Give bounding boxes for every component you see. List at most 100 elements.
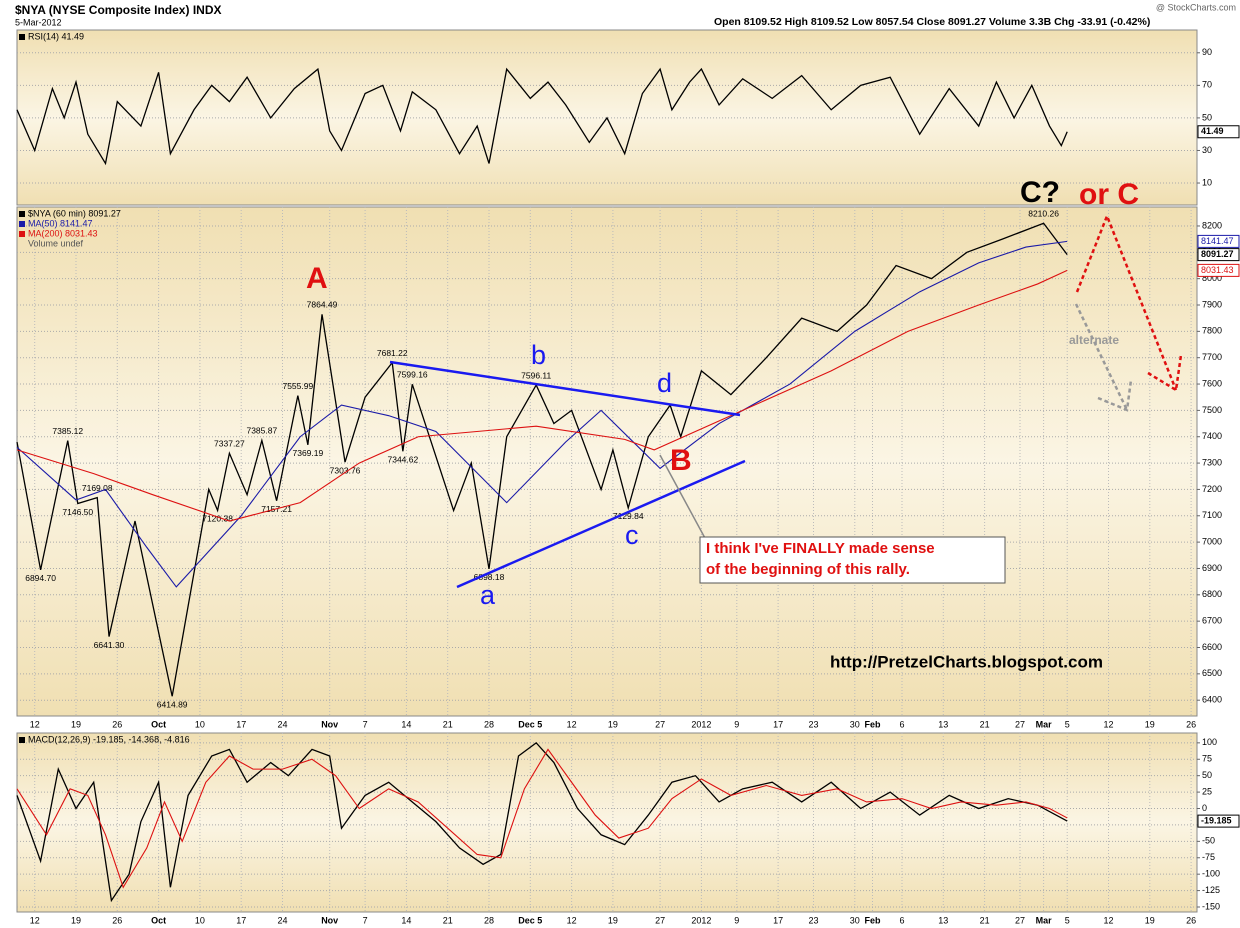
legend-entry: MA(200) 8031.43 (28, 228, 98, 238)
y-tick-label: 7800 (1202, 326, 1222, 336)
y-tick-label: 6500 (1202, 668, 1222, 678)
legend-entry: $NYA (60 min) 8091.27 (28, 208, 121, 218)
y-tick-label: 6900 (1202, 563, 1222, 573)
y-tick-label: 7200 (1202, 484, 1222, 494)
x-tick-label: 23 (808, 915, 818, 925)
value-label: 7385.87 (246, 426, 277, 436)
y-tick-label: 90 (1202, 47, 1212, 57)
series-line (16, 240, 1068, 588)
value-label: 7864.49 (307, 300, 338, 310)
x-tick-label: 26 (1186, 915, 1196, 925)
x-tick-label: Dec 5 (518, 719, 542, 729)
y-tick-label: -100 (1202, 869, 1220, 879)
comment-box (699, 536, 1006, 584)
x-tick-label: 13 (938, 719, 948, 729)
value-tag: 8141.47 (1201, 236, 1234, 246)
y-tick-label: 7700 (1202, 352, 1222, 362)
y-tick-label: 8200 (1202, 220, 1222, 230)
source: @ StockCharts.com (1156, 2, 1236, 12)
legend-swatch (19, 211, 25, 217)
x-tick-label: 27 (1015, 719, 1025, 729)
y-tick-label: 7600 (1202, 378, 1222, 388)
legend-swatch (19, 221, 25, 227)
y-tick-label: 8000 (1202, 273, 1222, 283)
value-label: 7681.22 (377, 348, 408, 358)
x-tick-label: Oct (151, 915, 166, 925)
x-tick-label: Feb (864, 915, 881, 925)
y-tick-label: 10 (1202, 177, 1212, 187)
x-tick-label: Nov (321, 915, 338, 925)
series-line (16, 269, 1068, 522)
y-tick-label: 7400 (1202, 431, 1222, 441)
panel (16, 206, 1198, 717)
y-tick-label: 75 (1202, 754, 1212, 764)
x-tick-label: Feb (864, 719, 881, 729)
value-tag: -19.185 (1201, 815, 1232, 825)
value-tag-box (1197, 248, 1240, 262)
wave-label: b (531, 340, 546, 370)
x-tick-label: 30 (850, 719, 860, 729)
x-tick-label: 26 (1186, 719, 1196, 729)
x-tick-label: 17 (236, 719, 246, 729)
y-tick-label: 100 (1202, 737, 1217, 747)
value-tag: 8031.43 (1201, 265, 1234, 275)
red-path (1075, 212, 1178, 391)
value-label: 7369.19 (293, 448, 324, 458)
x-tick-label: Oct (151, 719, 166, 729)
x-tick-label: 9 (734, 915, 739, 925)
wave-label: B (670, 444, 692, 477)
trend-lines (389, 212, 1183, 589)
legend-swatch (19, 231, 25, 237)
trend-line (456, 459, 746, 589)
y-tick-label: 7500 (1202, 405, 1222, 415)
y-tick-label: 25 (1202, 786, 1212, 796)
quote: Open 8109.52 High 8109.52 Low 8057.54 Cl… (714, 16, 1150, 28)
y-tick-label: -150 (1202, 901, 1220, 911)
x-tick-label: 19 (1145, 915, 1155, 925)
x-tick-label: 23 (808, 719, 818, 729)
x-tick-label: 12 (30, 915, 40, 925)
panel (16, 732, 1198, 913)
url: http://PretzelCharts.blogspot.com (830, 652, 1103, 671)
legend-entry: RSI(14) 41.49 (28, 31, 84, 41)
value-label: 6898.18 (474, 572, 505, 582)
comment: I think I've FINALLY made sense (706, 540, 935, 557)
trend-line (389, 360, 741, 417)
value-label: 7303.76 (330, 465, 361, 475)
x-tick-label: 6 (899, 719, 904, 729)
x-tick-label: 17 (236, 915, 246, 925)
x-tick-label: Nov (321, 719, 338, 729)
y-tick-label: 0 (1202, 803, 1207, 813)
legend-note: Volume undef (28, 238, 84, 248)
x-tick-label: 19 (71, 719, 81, 729)
x-tick-label: 30 (850, 915, 860, 925)
x-tick-label: 12 (1103, 719, 1113, 729)
series-line (16, 222, 1068, 697)
x-tick-label: 17 (773, 719, 783, 729)
x-tick-label: 2012 (691, 915, 711, 925)
wave-label: or C (1079, 178, 1139, 211)
x-tick-label: 24 (277, 719, 287, 729)
value-label: 7169.08 (82, 483, 113, 493)
value-label: 7337.27 (214, 439, 245, 449)
y-tick-label: -125 (1202, 885, 1220, 895)
value-tag-box (1197, 125, 1240, 139)
wave-label: C? (1020, 176, 1060, 209)
y-tick-label: 7900 (1202, 299, 1222, 309)
x-tick-label: 26 (112, 719, 122, 729)
y-tick-label: 6400 (1202, 695, 1222, 705)
value-label: 7599.16 (397, 370, 428, 380)
y-tick-label: 6800 (1202, 589, 1222, 599)
y-tick-label: 7000 (1202, 536, 1222, 546)
x-tick-label: 21 (980, 915, 990, 925)
legend-swatch (19, 34, 25, 40)
x-tick-label: 10 (195, 915, 205, 925)
legend-entry: MA(50) 8141.47 (28, 218, 93, 228)
wave-label: A (306, 262, 328, 295)
y-tick-label: -75 (1202, 852, 1215, 862)
pointer (659, 454, 707, 541)
series-line (16, 748, 1068, 889)
comment: of the beginning of this rally. (706, 561, 910, 578)
y-tick-label: -50 (1202, 836, 1215, 846)
